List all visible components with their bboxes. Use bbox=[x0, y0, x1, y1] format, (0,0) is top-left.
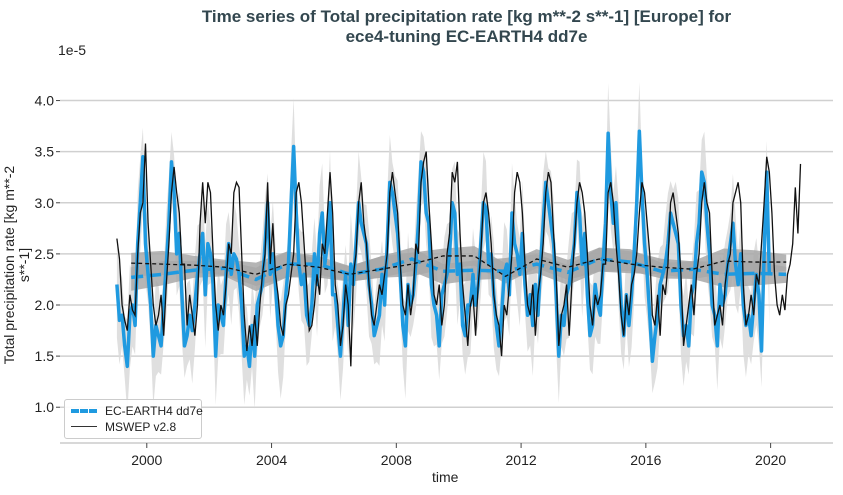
x-tick-label: 2020 bbox=[755, 452, 786, 468]
y-tick-label: 2.0 bbox=[35, 297, 55, 313]
x-axis-label: time bbox=[432, 469, 459, 485]
spread-band bbox=[116, 82, 770, 413]
x-tick-label: 2004 bbox=[256, 452, 287, 468]
y-tick-label: 3.5 bbox=[35, 144, 55, 160]
annual-mean-mswep bbox=[131, 255, 787, 278]
y-tick-label: 3.0 bbox=[35, 195, 55, 211]
x-tick-label: 2008 bbox=[381, 452, 412, 468]
y-axis-label: Total precipitation rate [kg m**-2 s**-1… bbox=[1, 165, 32, 365]
y-tick-label: 1.0 bbox=[35, 399, 55, 415]
legend-label-model: EC-EARTH4 dd7e bbox=[105, 404, 203, 418]
legend-swatch-model bbox=[71, 409, 97, 413]
x-tick-label: 2012 bbox=[506, 452, 537, 468]
legend-swatch-obs bbox=[71, 426, 97, 427]
y-axis-exponent: 1e-5 bbox=[58, 42, 87, 58]
annual-mean-ec-earth4 bbox=[131, 257, 787, 282]
y-tick-label: 4.0 bbox=[35, 93, 55, 109]
x-tick-label: 2016 bbox=[630, 452, 661, 468]
legend-label-obs: MSWEP v2.8 bbox=[105, 420, 177, 434]
series-line-mswep bbox=[116, 143, 802, 367]
y-tick-label: 2.5 bbox=[35, 246, 55, 262]
chart-title: Time series of Total precipitation rate … bbox=[201, 7, 732, 26]
chart-title-line2: ece4-tuning EC-EARTH4 dd7e bbox=[345, 27, 588, 46]
x-tick-label: 2000 bbox=[131, 452, 162, 468]
legend: EC-EARTH4 dd7e MSWEP v2.8 bbox=[64, 399, 203, 439]
y-tick-label: 1.5 bbox=[35, 348, 55, 364]
